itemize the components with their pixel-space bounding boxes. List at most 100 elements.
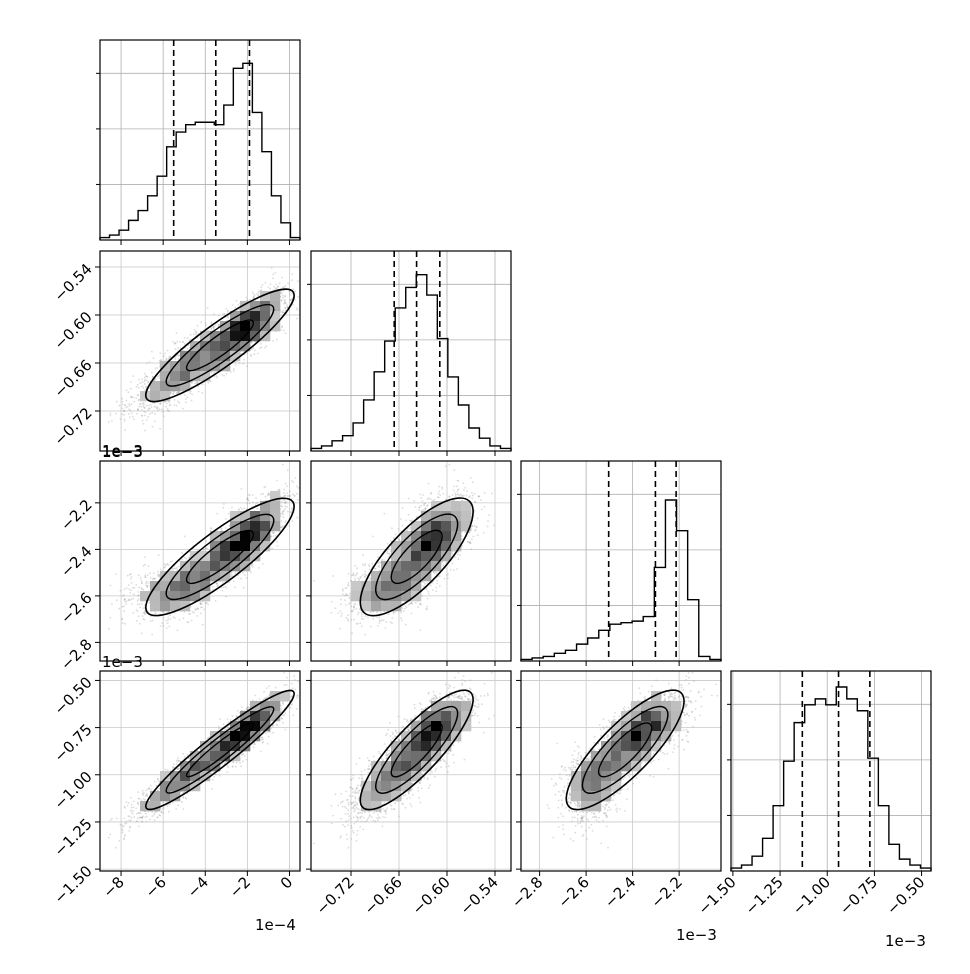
- scatter-point: [275, 284, 277, 286]
- y-tick-label: −0.54: [50, 260, 95, 305]
- scatter-point: [227, 317, 229, 319]
- scatter-point: [252, 501, 254, 503]
- scatter-point: [145, 411, 147, 413]
- scatter-point: [132, 587, 134, 589]
- scatter-point: [218, 324, 220, 326]
- scatter-point: [249, 299, 251, 301]
- scatter-point: [173, 391, 175, 393]
- scatter-point: [179, 341, 181, 343]
- hist-panel-0: [96, 40, 300, 245]
- scatter-point: [159, 408, 161, 410]
- scatter-point: [190, 334, 192, 336]
- scatter-point: [255, 497, 257, 499]
- scatter-point: [122, 606, 124, 608]
- scatter-panel-1-0: −0.72−0.66−0.60−0.54: [50, 251, 305, 456]
- scatter-point: [142, 381, 144, 383]
- scatter-point: [132, 375, 134, 377]
- y-tick-label: −0.66: [50, 356, 95, 401]
- scatter-point: [141, 385, 143, 387]
- scatter-point: [130, 388, 132, 390]
- scatter-point: [295, 290, 297, 292]
- scatter-point: [127, 391, 129, 393]
- scatter-point: [273, 533, 275, 535]
- scatter-point: [184, 343, 186, 345]
- scatter-point: [131, 582, 133, 584]
- scatter-point: [124, 601, 126, 603]
- scatter-point: [287, 495, 289, 497]
- scatter-point: [184, 536, 186, 538]
- scatter-point: [289, 294, 291, 296]
- scatter-point: [146, 405, 148, 407]
- scatter-point: [281, 277, 283, 279]
- scatter-point: [158, 375, 160, 377]
- scatter-point: [289, 525, 291, 527]
- scatter-point: [172, 341, 174, 343]
- scatter-point: [191, 620, 193, 622]
- scatter-point: [174, 343, 176, 345]
- scatter-point: [269, 288, 271, 290]
- scatter-point: [129, 416, 131, 418]
- scatter-point: [284, 296, 286, 298]
- scatter-point: [297, 296, 299, 298]
- scatter-point: [191, 400, 193, 402]
- scatter-point: [139, 603, 141, 605]
- scatter-point: [282, 312, 284, 314]
- scatter-point: [133, 401, 135, 403]
- scatter-point: [232, 304, 234, 306]
- scatter-point: [176, 405, 178, 407]
- scatter-point: [296, 307, 298, 309]
- scatter-point: [118, 405, 120, 407]
- scatter-point: [155, 368, 157, 370]
- scatter-point: [139, 607, 141, 609]
- scatter-point: [292, 288, 294, 290]
- scatter-point: [168, 401, 170, 403]
- scatter-point: [147, 416, 149, 418]
- scatter-point: [167, 350, 169, 352]
- scatter-point: [140, 403, 142, 405]
- scatter-point: [283, 516, 285, 518]
- scatter-point: [245, 297, 247, 299]
- scatter-point: [284, 302, 286, 304]
- scatter-point: [128, 589, 130, 591]
- scatter-point: [243, 507, 245, 509]
- scatter-point: [160, 359, 162, 361]
- scatter-point: [136, 413, 138, 415]
- scatter-point: [216, 377, 218, 379]
- scatter-point: [147, 582, 149, 584]
- scatter-point: [131, 412, 133, 414]
- scatter-point: [157, 376, 159, 378]
- scatter-point: [258, 567, 260, 569]
- scatter-point: [250, 355, 252, 357]
- scatter-point: [177, 347, 179, 349]
- scatter-point: [163, 356, 165, 358]
- scatter-point: [289, 495, 291, 497]
- scatter-point: [207, 382, 209, 384]
- scatter-point: [205, 324, 207, 326]
- scatter-point: [284, 502, 286, 504]
- scatter-point: [174, 399, 176, 401]
- scatter-point: [265, 345, 267, 347]
- scatter-point: [139, 382, 141, 384]
- scatter-point: [272, 274, 274, 276]
- scatter-point: [281, 327, 283, 329]
- density-cell: [170, 371, 180, 381]
- scatter-point: [297, 309, 299, 311]
- scatter-point: [128, 409, 130, 411]
- scatter-point: [225, 527, 227, 529]
- scatter-point: [143, 402, 145, 404]
- scatter-point: [166, 403, 168, 405]
- scatter-point: [276, 541, 278, 543]
- scatter-point: [122, 622, 124, 624]
- scatter-point: [151, 412, 153, 414]
- scatter-point: [225, 518, 227, 520]
- scatter-point: [141, 406, 143, 408]
- scatter-point: [144, 564, 146, 566]
- scatter-point: [142, 423, 144, 425]
- scatter-point: [230, 371, 232, 373]
- scatter-point: [284, 285, 286, 287]
- scatter-point: [240, 578, 242, 580]
- scatter-point: [124, 429, 126, 431]
- scatter-point: [195, 331, 197, 333]
